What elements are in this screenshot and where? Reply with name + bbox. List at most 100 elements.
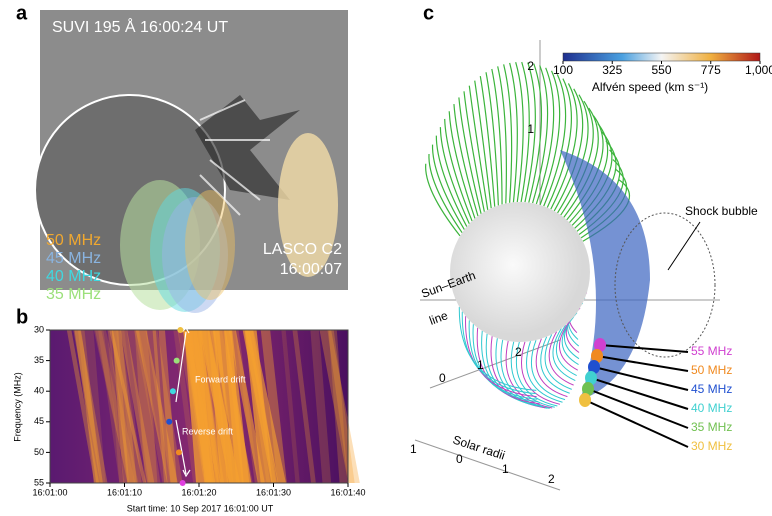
- annotation: Reverse drift: [182, 426, 234, 436]
- green-line: [557, 94, 589, 214]
- sun: [450, 202, 590, 342]
- streak: [120, 330, 155, 483]
- green-line: [543, 74, 567, 207]
- green-line: [524, 62, 536, 203]
- green-line: [497, 66, 507, 204]
- axis-tick-label: 2: [515, 345, 522, 359]
- point: [166, 418, 173, 425]
- freq-pointer: [596, 355, 689, 372]
- shock-label: Shock bubble: [685, 204, 758, 218]
- cyan-line: [526, 341, 563, 403]
- freq-source: [585, 371, 597, 385]
- green-line: [515, 61, 524, 203]
- streak: [234, 330, 259, 483]
- streak: [93, 330, 136, 483]
- freq-label: 30 MHz: [691, 439, 732, 453]
- axis-tick-label: 0: [456, 452, 463, 466]
- colorbar-tick-label: 100: [553, 63, 573, 77]
- green-line: [448, 111, 476, 219]
- streak: [116, 330, 143, 483]
- freq-pointer: [584, 399, 689, 448]
- freq-pointer: [590, 377, 689, 410]
- streak: [134, 330, 158, 483]
- streak: [228, 330, 265, 483]
- panel-letter: a: [16, 2, 28, 24]
- green-line: [553, 88, 584, 212]
- cyan-line: [540, 336, 570, 394]
- point: [173, 357, 180, 364]
- axis-tick-label: 2: [527, 59, 534, 73]
- spectrogram-streaks: [66, 330, 360, 483]
- green-line: [453, 104, 479, 217]
- green-line: [546, 78, 572, 208]
- green-line: [485, 72, 499, 206]
- streak: [109, 330, 147, 483]
- green-line: [468, 85, 489, 210]
- green-line: [569, 123, 609, 223]
- pointer: [667, 221, 701, 271]
- freq-source: [582, 382, 594, 396]
- green-line: [528, 63, 543, 203]
- legend-entry: 50 MHz: [46, 232, 101, 249]
- x-tick-label: 16:01:20: [181, 487, 216, 497]
- green-line: [520, 61, 530, 203]
- streak: [126, 330, 161, 483]
- instrument-time: 16:00:07: [280, 261, 342, 278]
- green-line: [532, 65, 549, 204]
- streak: [66, 330, 100, 483]
- green-line: [550, 83, 578, 210]
- cyan-line: [530, 339, 566, 401]
- streak: [260, 330, 287, 483]
- streak: [145, 330, 183, 483]
- green-line: [458, 97, 482, 214]
- green-line: [444, 118, 473, 222]
- freq-label: 55 MHz: [691, 344, 732, 358]
- point: [177, 327, 184, 333]
- streak: [98, 330, 125, 483]
- freq-label: 35 MHz: [691, 420, 732, 434]
- streak: [187, 330, 229, 483]
- alfven-shell: [560, 150, 650, 400]
- freq-label: 45 MHz: [691, 382, 732, 396]
- point: [175, 449, 182, 456]
- streak: [81, 330, 106, 483]
- cyan-line: [510, 341, 555, 408]
- streak: [242, 330, 279, 483]
- colorbar-tick-label: 775: [701, 63, 721, 77]
- freq-pointer: [593, 366, 689, 391]
- y-tick-label: 50: [34, 447, 44, 457]
- green-line: [539, 70, 561, 206]
- streak: [73, 330, 108, 483]
- freq-pointer: [587, 388, 689, 429]
- green-line: [563, 107, 599, 218]
- annotation: Forward drift: [195, 374, 246, 384]
- colorbar-tick-label: 325: [602, 63, 622, 77]
- streak: [212, 330, 252, 483]
- y-tick-label: 35: [34, 355, 44, 365]
- streak: [200, 330, 241, 483]
- colorbar-label: Alfvén speed (km s⁻¹): [592, 80, 708, 94]
- streak: [133, 330, 168, 483]
- x-tick-label: 16:01:30: [256, 487, 291, 497]
- streak: [107, 330, 142, 483]
- shock-bubble: [614, 212, 716, 358]
- image-title: SUVI 195 Å 16:00:24 UT: [52, 17, 228, 36]
- green-line: [463, 91, 485, 212]
- x-label: Start time: 10 Sep 2017 16:01:00 UT: [127, 503, 274, 513]
- green-line: [425, 163, 461, 237]
- field-lines: [425, 61, 630, 409]
- axis-tick-label: 1: [410, 442, 417, 456]
- x-tick-label: 16:01:10: [107, 487, 142, 497]
- x-tick-label: 16:01:40: [330, 487, 365, 497]
- streak: [135, 330, 178, 483]
- y-tick-label: 30: [34, 324, 44, 334]
- legend-entry: 35 MHz: [46, 286, 101, 303]
- cyan-line: [555, 324, 577, 376]
- axis-tick-label: 2: [548, 472, 555, 486]
- radio-50: [185, 190, 235, 300]
- streak: [77, 330, 101, 483]
- point: [179, 480, 186, 486]
- y-tick-label: 55: [34, 477, 44, 487]
- instrument: LASCO C2: [263, 241, 342, 258]
